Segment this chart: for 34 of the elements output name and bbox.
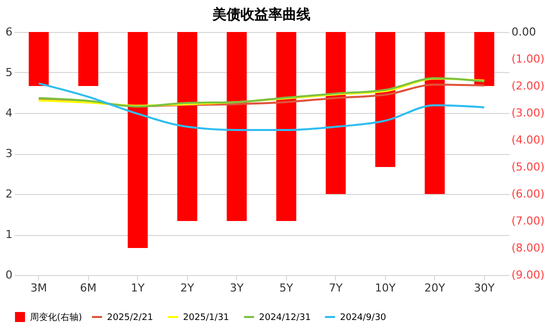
x-tick-label: 6M: [80, 282, 96, 294]
x-tick-label: 1Y: [130, 282, 145, 294]
x-tick-label: 20Y: [424, 282, 446, 294]
x-tick-label: 2Y: [180, 282, 194, 294]
x-tick-label: 10Y: [374, 282, 396, 294]
y2-tick-label: (8.00): [512, 242, 545, 254]
x-tick-label: 3M: [30, 282, 47, 294]
y2-tick-label: (7.00): [512, 214, 545, 228]
legend-label: 周变化(右轴): [30, 312, 82, 323]
line-series: [38, 82, 486, 132]
legend-label: 2024/12/31: [259, 313, 311, 323]
y-tick-label: 1: [6, 228, 12, 241]
y-tick-label: 5: [6, 66, 12, 79]
y2-tick-label: (1.00): [512, 52, 545, 66]
legend-label: 2025/1/31: [183, 313, 230, 323]
y-tick-label: 6: [6, 26, 12, 38]
y-tick-label: 4: [6, 106, 12, 120]
y-tick-label: 0: [6, 268, 12, 282]
chart-title: 美债收益率曲线: [212, 6, 310, 23]
y2-tick-label: (4.00): [512, 134, 545, 146]
y-tick-label: 2: [6, 188, 12, 200]
y2-tick-label: (9.00): [512, 268, 545, 282]
y2-tick-label: (6.00): [512, 188, 545, 200]
legend-label: 2024/9/30: [340, 313, 386, 323]
y2-tick-label: (5.00): [512, 160, 545, 174]
y-tick-label: 3: [6, 147, 12, 160]
y2-tick-label: (3.00): [512, 106, 545, 120]
y2-tick-label: 0.00: [512, 26, 536, 38]
x-tick-label: 3Y: [230, 282, 244, 294]
legend-label: 2025/2/21: [107, 313, 154, 323]
x-tick-label: 5Y: [279, 282, 294, 294]
x-tick-label: 7Y: [328, 282, 343, 294]
x-tick-label: 30Y: [474, 282, 495, 294]
y2-tick-label: (2.00): [512, 80, 545, 92]
